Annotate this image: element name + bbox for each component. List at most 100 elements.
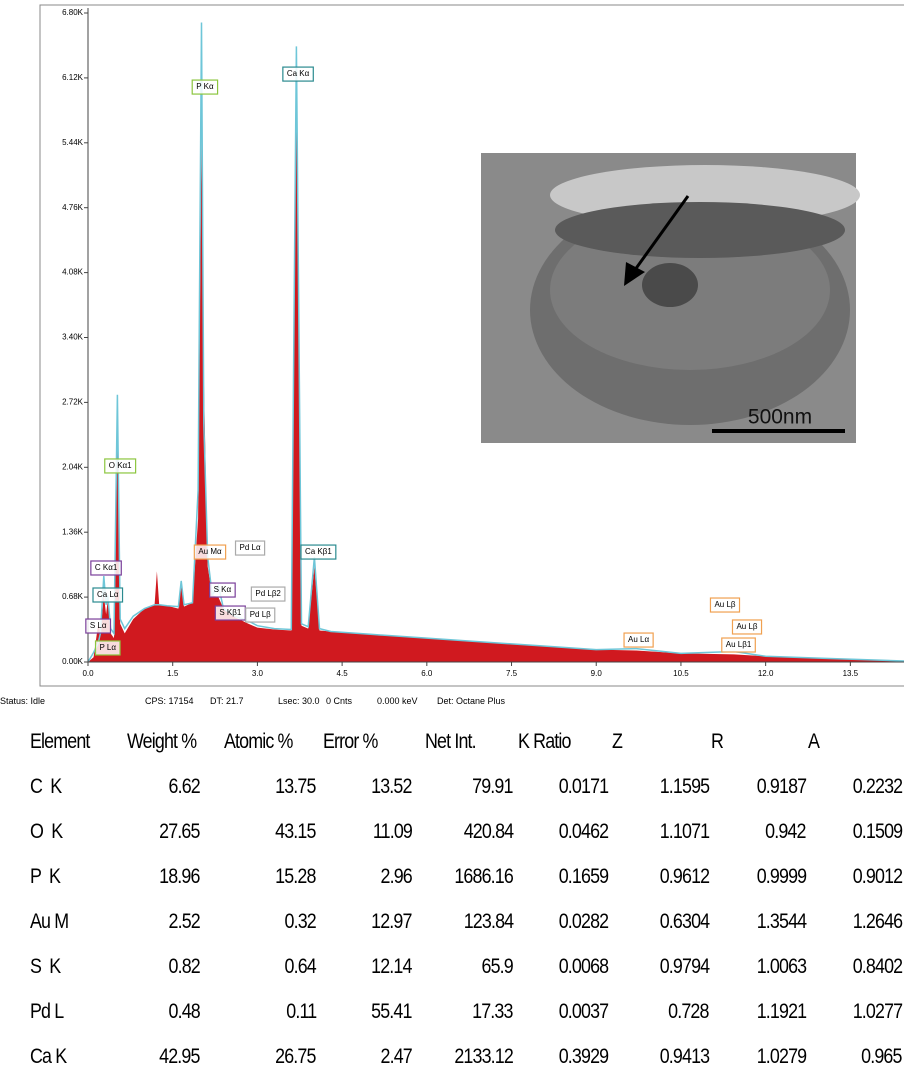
table-cell: 15.28	[275, 865, 317, 888]
table-cell: 13.52	[371, 775, 413, 798]
peak-label-box	[721, 637, 756, 653]
y-tick-label: 6.80K	[62, 8, 84, 17]
table-cell: 0.3929	[558, 1045, 609, 1068]
peak-label: Ca Kα	[282, 66, 314, 82]
peak-label-text: Pd Lβ	[250, 610, 271, 619]
table-cell: 0.0068	[558, 955, 609, 978]
table-cell: 0.11	[285, 1000, 317, 1023]
table-cell: 27.65	[159, 820, 201, 843]
peak-label-box	[191, 79, 219, 95]
x-tick-label: 1.5	[167, 669, 179, 678]
peak-label-box	[250, 586, 286, 602]
table-cell: 2133.12	[454, 1045, 513, 1068]
table-cell: 0.9012	[852, 865, 903, 888]
x-tick-label: 12.0	[758, 669, 774, 678]
peak-label-text: Ca Lα	[97, 590, 119, 599]
x-tick-label: 10.5	[673, 669, 689, 678]
inset-arrow	[630, 195, 690, 275]
table-cell: 12.14	[371, 955, 413, 978]
status-item: Status: Idle	[0, 696, 46, 706]
peak-label: C Kα1	[90, 560, 122, 576]
x-tick-label: 9.0	[591, 669, 603, 678]
table-cell: 55.41	[371, 1000, 413, 1023]
y-tick-label: 0.00K	[62, 657, 84, 666]
peak-label: Ca Kβ1	[300, 544, 337, 560]
table-cell: Au M	[30, 910, 69, 933]
peak-label-text: Ca Kβ1	[305, 547, 332, 556]
table-cell: 42.95	[159, 1045, 201, 1068]
column-header: Atomic %	[224, 730, 293, 753]
peak-label-text: C Kα1	[95, 563, 118, 572]
y-tick-label: 0.68K	[62, 592, 84, 601]
table-cell: 0.9794	[659, 955, 710, 978]
peak-label-box	[282, 66, 314, 82]
table-cell: 1.1921	[756, 1000, 807, 1023]
table-cell: 0.64	[284, 955, 317, 978]
peak-label: P Kα	[191, 79, 219, 95]
peak-label-box	[94, 640, 121, 656]
peak-label-text: S Kβ1	[219, 608, 241, 617]
peak-label-box	[209, 582, 236, 598]
x-tick-label: 4.5	[337, 669, 349, 678]
inset-arrowhead	[624, 262, 645, 286]
table-cell: 0.728	[668, 1000, 710, 1023]
table-cell: 17.33	[472, 1000, 514, 1023]
table-cell: 2.52	[168, 910, 201, 933]
y-tick-label: 1.36K	[62, 527, 84, 536]
table-cell: 0.2232	[852, 775, 903, 798]
table-cell: 0.48	[168, 1000, 201, 1023]
sem-inset: 500nm	[481, 153, 860, 443]
table-cell: 0.1659	[558, 865, 609, 888]
column-header: A	[808, 730, 820, 753]
table-cell: 1.0277	[852, 1000, 903, 1023]
column-header: Element	[30, 730, 90, 753]
table-cell: 11.09	[372, 820, 413, 843]
peak-label: Au Mα	[193, 544, 227, 560]
status-item: 0 Cnts	[326, 696, 353, 706]
column-header: Weight %	[127, 730, 197, 753]
y-tick-label: 2.72K	[62, 398, 84, 407]
peak-label-box	[193, 544, 227, 560]
column-header: K Ratio	[518, 730, 571, 753]
table-cell: O K	[30, 820, 63, 843]
peak-label-text: Au Lβ	[714, 600, 735, 609]
table-cell: 0.6304	[659, 910, 710, 933]
peak-label: Pd Lα	[234, 540, 266, 556]
y-tick-label: 4.08K	[62, 268, 84, 277]
table-cell: Pd L	[30, 1000, 64, 1023]
table-cell: 0.32	[284, 910, 317, 933]
table-cell: 2.47	[380, 1045, 413, 1068]
table-cell: 79.91	[472, 775, 514, 798]
y-tick-label: 6.12K	[62, 73, 84, 82]
table-cell: 0.0171	[558, 775, 609, 798]
y-tick-label: 4.76K	[62, 203, 84, 212]
table-cell: 0.0462	[558, 820, 609, 843]
table-cell: 0.9187	[756, 775, 807, 798]
status-item: Lsec: 30.0	[278, 696, 320, 706]
table-cell: 1.0279	[756, 1045, 807, 1068]
peak-label: Pd Lβ	[245, 607, 276, 623]
table-cell: 1686.16	[454, 865, 513, 888]
column-header: Error %	[323, 730, 378, 753]
peak-label-text: Au Lβ1	[726, 640, 752, 649]
table-cell: 0.8402	[852, 955, 903, 978]
peak-label: O Kα1	[104, 458, 137, 474]
peak-label-text: P Lα	[100, 643, 117, 652]
peak-label-box	[234, 540, 266, 556]
table-cell: 420.84	[463, 820, 514, 843]
table-cell: 18.96	[159, 865, 201, 888]
x-tick-label: 7.5	[506, 669, 518, 678]
peak-label: S Lα	[85, 618, 112, 634]
table-cell: 1.2646	[852, 910, 903, 933]
peak-label-text: Ca Kα	[287, 69, 310, 78]
table-cell: 1.3544	[756, 910, 807, 933]
table-cell: C K	[30, 775, 62, 798]
peak-label-box	[245, 607, 276, 623]
peak-label: Pd Lβ2	[250, 586, 286, 602]
table-cell: 0.9612	[659, 865, 710, 888]
table-cell: 12.97	[371, 910, 413, 933]
y-tick-label: 3.40K	[62, 333, 84, 342]
peak-label-text: Au Lα	[628, 635, 649, 644]
y-tick-label: 5.44K	[62, 138, 84, 147]
